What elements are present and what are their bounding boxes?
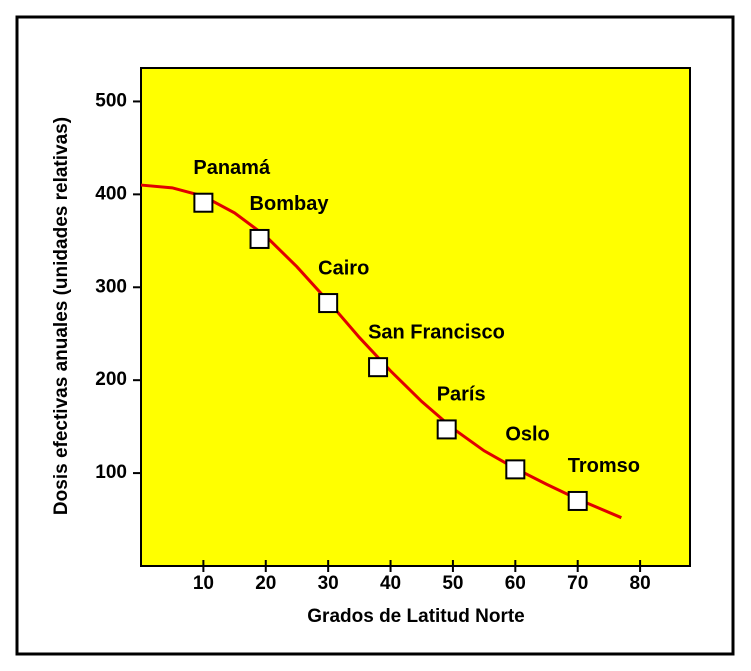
plot-area	[140, 67, 691, 567]
point-label: París	[437, 384, 486, 406]
y-tick-label: 400	[95, 183, 127, 204]
x-tick-label: 10	[193, 573, 214, 594]
x-tick-label: 20	[255, 573, 276, 594]
point-label: Oslo	[505, 424, 549, 446]
point-label: Cairo	[318, 257, 369, 279]
data-point	[505, 459, 526, 480]
x-tick-label: 80	[630, 573, 651, 594]
data-point	[193, 192, 214, 213]
y-tick-label: 200	[95, 369, 127, 390]
data-point	[567, 490, 588, 511]
data-point	[368, 357, 389, 378]
point-label: Bombay	[250, 193, 330, 215]
x-tick-label: 50	[442, 573, 463, 594]
point-label: Tromso	[568, 455, 640, 477]
y-tick-label: 100	[95, 462, 127, 483]
y-axis-title: Dosis efectivas anuales (unidades relati…	[51, 117, 72, 515]
x-tick-label: 60	[505, 573, 526, 594]
fit-curve	[140, 183, 622, 520]
x-tick-label: 40	[380, 573, 401, 594]
point-label: San Francisco	[368, 321, 505, 343]
x-axis-title: Grados de Latitud Norte	[307, 606, 524, 627]
point-label: Panamá	[193, 157, 271, 179]
y-tick-label: 500	[95, 90, 127, 111]
x-tick-label: 30	[318, 573, 339, 594]
data-point	[318, 293, 339, 314]
data-point	[249, 228, 270, 249]
data-point	[436, 419, 457, 440]
y-tick-label: 300	[95, 276, 127, 297]
x-tick-label: 70	[567, 573, 588, 594]
